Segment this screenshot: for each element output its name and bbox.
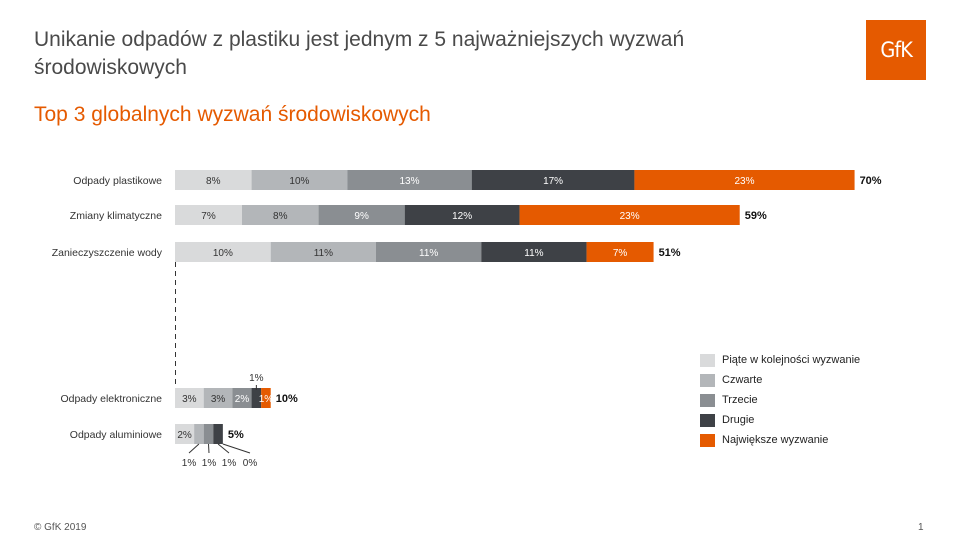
data-label: 12% xyxy=(452,211,472,222)
category-label: Zanieczyszczenie wody xyxy=(52,247,163,259)
bar-segment xyxy=(232,388,252,408)
bar-segment xyxy=(175,205,242,225)
data-label: 1% xyxy=(202,458,217,469)
bar-segment xyxy=(471,170,635,190)
category-label: Odpady aluminiowe xyxy=(70,429,162,441)
legend-swatch xyxy=(700,353,715,367)
data-label: 9% xyxy=(354,211,369,222)
bar-segment xyxy=(203,424,214,444)
callout-line xyxy=(188,443,200,454)
data-label: 23% xyxy=(620,211,640,222)
bar-segment xyxy=(481,242,587,262)
data-label: 7% xyxy=(613,248,628,259)
bar-segment xyxy=(175,242,271,262)
total-label: 5% xyxy=(228,429,244,441)
legend-label: Piąte w kolejności wyzwanie xyxy=(722,354,861,366)
bar-segment xyxy=(251,388,262,408)
data-label: 1% xyxy=(249,373,264,384)
data-label: 17% xyxy=(543,176,563,187)
legend-label: Największe wyzwanie xyxy=(722,434,829,446)
total-label: 70% xyxy=(860,175,882,187)
category-label: Zmiany klimatyczne xyxy=(70,210,162,222)
bar-segment xyxy=(175,170,252,190)
page-number: 1 xyxy=(918,522,924,533)
bar-segment xyxy=(213,424,223,444)
legend-item: Trzecie xyxy=(700,390,860,410)
data-label: 13% xyxy=(399,176,419,187)
data-label: 8% xyxy=(273,211,288,222)
legend-item: Największe wyzwanie xyxy=(700,430,860,450)
legend-label: Trzecie xyxy=(722,394,758,406)
data-label: 2% xyxy=(177,430,192,441)
legend-label: Drugie xyxy=(722,414,755,426)
bar-segment xyxy=(586,242,654,262)
category-label: Odpady plastikowe xyxy=(73,175,162,187)
legend-item: Piąte w kolejności wyzwanie xyxy=(700,350,860,370)
data-label: 2% xyxy=(235,394,250,405)
bar-segment xyxy=(318,205,405,225)
data-label: 23% xyxy=(734,176,754,187)
total-label: 51% xyxy=(659,247,681,259)
bar-segment xyxy=(270,242,376,262)
bar-segment xyxy=(347,170,472,190)
data-label: 0% xyxy=(243,458,258,469)
data-label: 1% xyxy=(259,394,274,405)
bar-segment xyxy=(519,205,740,225)
data-label: 8% xyxy=(206,176,221,187)
legend-label: Czwarte xyxy=(722,374,763,386)
legend-swatch xyxy=(700,413,715,427)
bar-segment xyxy=(194,424,204,444)
data-label: 11% xyxy=(314,248,333,259)
chart-subtitle: Top 3 globalnych wyzwań środowiskowych xyxy=(34,103,431,126)
copyright: © GfK 2019 xyxy=(34,522,87,533)
callout-line xyxy=(222,443,251,454)
bar-segment xyxy=(404,205,520,225)
legend-item: Drugie xyxy=(700,410,860,430)
data-label: 1% xyxy=(182,458,197,469)
legend-swatch xyxy=(700,433,715,447)
bar-segment xyxy=(376,242,482,262)
logo-text: GfK xyxy=(880,38,913,62)
callout-line xyxy=(208,443,210,454)
legend-swatch xyxy=(700,373,715,387)
total-label: 10% xyxy=(276,393,298,405)
page-title: Unikanie odpadów z plastiku jest jednym … xyxy=(34,28,685,79)
legend-swatch xyxy=(700,393,715,407)
bar-segment xyxy=(634,170,855,190)
data-label: 11% xyxy=(524,248,543,259)
callout-line xyxy=(217,443,230,454)
bar-segment xyxy=(261,388,271,408)
data-label: 3% xyxy=(182,394,197,405)
data-label: 7% xyxy=(201,211,216,222)
data-label: 1% xyxy=(222,458,237,469)
category-label: Odpady elektroniczne xyxy=(60,393,162,405)
data-label: 10% xyxy=(213,248,233,259)
bar-segment xyxy=(242,205,319,225)
data-label: 3% xyxy=(211,394,226,405)
legend: Piąte w kolejności wyzwanie Czwarte Trzeci… xyxy=(700,350,860,450)
total-label: 59% xyxy=(745,210,767,222)
legend-item: Czwarte xyxy=(700,370,860,390)
bar-segment xyxy=(251,170,348,190)
bar-segment xyxy=(203,388,233,408)
gfk-logo: GfK xyxy=(866,20,926,80)
bar-segment xyxy=(175,388,204,408)
data-label: 10% xyxy=(289,176,309,187)
bar-segment xyxy=(175,424,195,444)
data-label: 11% xyxy=(419,248,438,259)
